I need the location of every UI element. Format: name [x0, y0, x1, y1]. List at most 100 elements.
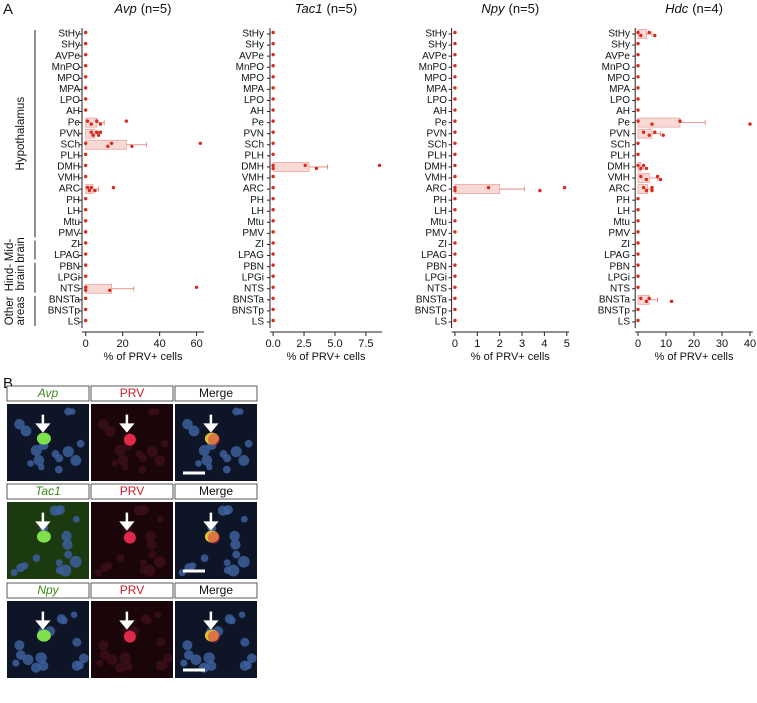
- x-tick-label: 0.0: [265, 338, 280, 350]
- data-point: [83, 219, 88, 223]
- data-point: [83, 141, 88, 145]
- nucleus: [240, 637, 250, 647]
- category-label: ZI: [255, 239, 264, 250]
- category-label: MPO: [607, 73, 630, 84]
- data-point: [453, 141, 457, 145]
- data-point: [83, 288, 88, 292]
- data-point: [453, 208, 457, 212]
- data-point: [636, 318, 640, 323]
- data-point: [83, 75, 88, 79]
- data-point: [271, 219, 275, 223]
- category-label: MPA: [59, 84, 80, 95]
- panel-label: A: [3, 1, 13, 18]
- nucleus: [78, 653, 89, 664]
- category-label: LPGi: [58, 272, 80, 283]
- data-point: [644, 177, 649, 182]
- labeled-cell: [36, 530, 51, 543]
- category-label: StHy: [58, 29, 80, 40]
- error-bar: [499, 186, 525, 192]
- nucleus: [33, 454, 45, 466]
- nucleus: [182, 419, 193, 430]
- image-label-box: [90, 582, 174, 599]
- nucleus: [146, 446, 158, 458]
- sample-size: (n=4): [692, 1, 723, 16]
- nucleus: [246, 653, 257, 664]
- nucleus: [116, 554, 125, 562]
- data-point: [83, 307, 88, 312]
- category-label: PVN: [243, 128, 264, 139]
- category-label: MnPO: [52, 62, 81, 73]
- data-point: [271, 307, 275, 312]
- data-point: [83, 108, 88, 112]
- data-point: [636, 241, 640, 245]
- image-label-box: [174, 582, 258, 599]
- nucleus: [71, 660, 82, 671]
- category-label: MnPO: [236, 62, 265, 73]
- nucleus: [238, 611, 246, 619]
- category-label: SHy: [61, 40, 80, 51]
- nucleus: [62, 539, 73, 550]
- sample-size: (n=5): [141, 1, 172, 16]
- nucleus: [156, 637, 166, 647]
- error-bar: [649, 297, 658, 303]
- data-point: [453, 241, 457, 245]
- nucleus: [12, 659, 20, 667]
- bar: [85, 139, 127, 150]
- data-point: [271, 30, 275, 35]
- category-label: PLH: [245, 150, 264, 161]
- data-point: [271, 185, 275, 190]
- category-label: LPO: [244, 95, 264, 106]
- data-point: [453, 97, 457, 101]
- data-point: [87, 188, 92, 193]
- data-point: [639, 33, 643, 38]
- nucleus: [106, 654, 118, 666]
- nucleus: [14, 419, 25, 430]
- data-point: [271, 166, 275, 171]
- data-point: [636, 307, 640, 312]
- image-label: PRV: [120, 484, 144, 498]
- data-point: [636, 230, 640, 234]
- data-point: [271, 152, 275, 157]
- data-point: [636, 64, 640, 68]
- category-label: AH: [433, 106, 447, 117]
- error-bar: [126, 142, 148, 148]
- category-label: LH: [434, 206, 447, 217]
- data-point: [636, 141, 640, 145]
- data-point: [636, 41, 640, 46]
- nucleus: [201, 454, 213, 466]
- category-label: PBN: [426, 261, 447, 272]
- nucleus: [55, 508, 63, 516]
- data-point: [83, 230, 88, 234]
- data-point: [453, 252, 457, 256]
- data-point: [453, 307, 457, 312]
- prv-cell: [207, 630, 220, 643]
- category-label: PVN: [609, 128, 630, 139]
- bar: [637, 173, 650, 183]
- nucleus: [27, 460, 34, 467]
- data-point: [453, 30, 457, 35]
- data-point: [83, 263, 88, 267]
- nucleus: [105, 562, 113, 570]
- category-label: LH: [617, 206, 630, 217]
- nucleus: [160, 439, 169, 448]
- data-point: [636, 75, 640, 79]
- data-point: [647, 30, 651, 35]
- data-point: [91, 133, 95, 137]
- category-label: LS: [435, 317, 448, 328]
- data-point: [661, 133, 665, 137]
- nucleus: [30, 662, 42, 673]
- category-label: PLH: [611, 150, 630, 161]
- category-label: VMH: [608, 173, 630, 184]
- category-label: LS: [68, 317, 81, 328]
- nucleus: [155, 660, 166, 671]
- category-label: ARC: [426, 184, 447, 195]
- nucleus: [135, 450, 144, 458]
- data-point: [636, 252, 640, 256]
- category-label: PMV: [425, 228, 447, 239]
- nucleus: [237, 555, 250, 568]
- data-point: [83, 30, 88, 35]
- x-tick-label: 0: [83, 338, 89, 350]
- category-label: SHy: [245, 40, 264, 51]
- category-label: Mtu: [247, 217, 264, 228]
